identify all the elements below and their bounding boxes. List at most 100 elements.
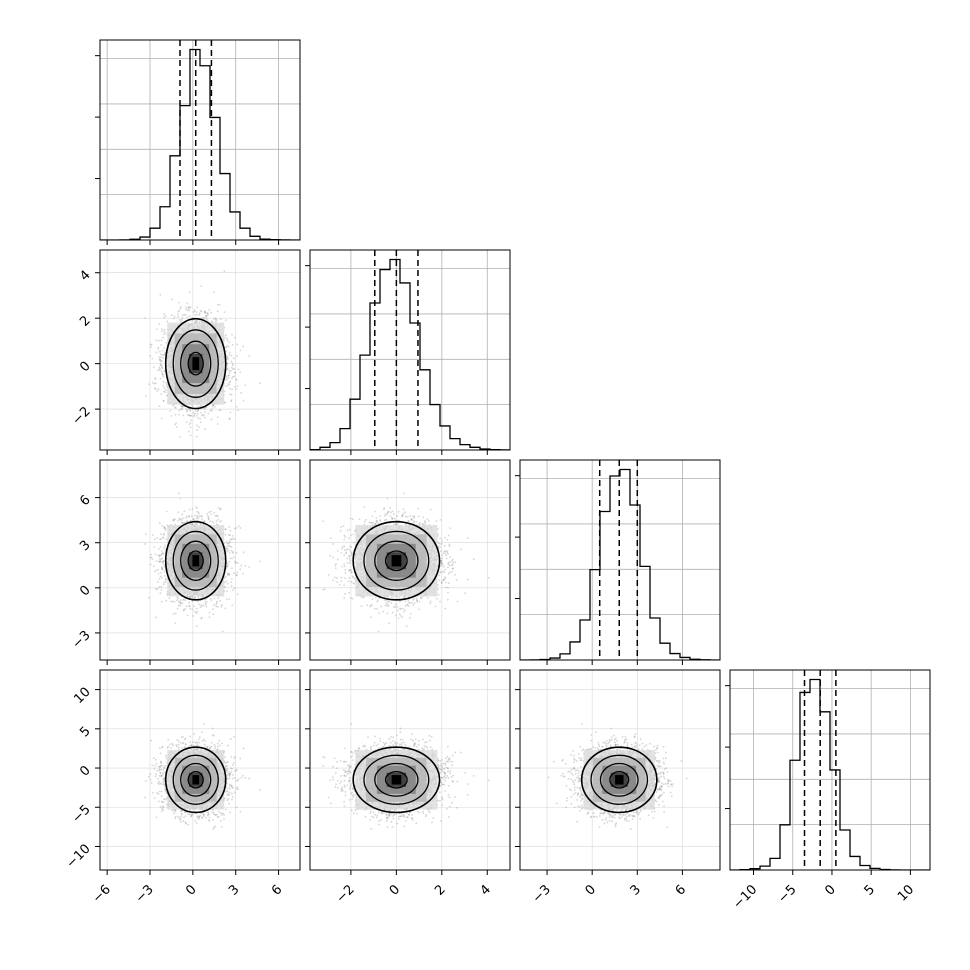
scatter-point xyxy=(164,580,167,583)
scatter-point xyxy=(203,414,206,417)
scatter-point xyxy=(194,412,197,415)
scatter-point xyxy=(231,388,234,391)
scatter-point xyxy=(158,356,161,359)
scatter-point xyxy=(229,393,231,396)
scatter-point xyxy=(231,535,234,537)
scatter-point xyxy=(177,313,180,316)
scatter-point xyxy=(228,417,231,420)
scatter-point xyxy=(230,399,233,402)
scatter-point xyxy=(195,313,198,316)
scatter-point xyxy=(185,306,187,309)
scatter-point xyxy=(188,601,190,604)
scatter-point xyxy=(204,411,207,413)
scatter-point xyxy=(201,321,204,323)
scatter-point xyxy=(224,334,227,337)
scatter-point xyxy=(226,364,228,367)
scatter-point xyxy=(230,360,233,363)
scatter-point xyxy=(161,557,164,560)
scatter-point xyxy=(232,364,234,367)
scatter-point xyxy=(157,554,160,556)
scatter-point xyxy=(229,387,232,390)
scatter-point xyxy=(201,317,203,319)
scatter-point xyxy=(187,414,189,416)
scatter-point xyxy=(158,585,161,588)
scatter-point xyxy=(206,512,209,515)
histogram-step xyxy=(100,48,300,240)
scatter-point xyxy=(202,413,204,416)
scatter-point xyxy=(201,414,203,417)
scatter-point xyxy=(165,384,168,386)
scatter-point xyxy=(216,303,219,306)
scatter-point xyxy=(208,309,211,311)
scatter-point xyxy=(192,411,195,414)
scatter-point xyxy=(200,285,203,288)
scatter-point xyxy=(200,421,202,424)
scatter-point xyxy=(185,408,188,411)
scatter-point xyxy=(237,368,240,371)
scatter-point xyxy=(228,371,231,374)
scatter-point xyxy=(188,291,191,294)
histogram-step xyxy=(310,258,510,450)
scatter-point xyxy=(178,409,180,412)
scatter-point xyxy=(179,435,182,438)
scatter-point xyxy=(151,381,154,384)
scatter-point xyxy=(219,508,222,511)
scatter-point xyxy=(209,597,212,600)
scatter-point xyxy=(160,365,163,368)
scatter-point xyxy=(239,371,242,374)
scatter-point xyxy=(157,388,160,391)
scatter-point xyxy=(189,434,192,437)
scatter-point xyxy=(195,517,198,520)
scatter-point xyxy=(197,417,200,420)
scatter-point xyxy=(212,613,215,616)
scatter-point xyxy=(228,526,231,528)
scatter-point xyxy=(210,409,213,412)
scatter-point xyxy=(188,306,191,309)
scatter-point xyxy=(160,360,163,362)
scatter-point xyxy=(204,601,207,604)
scatter-point xyxy=(226,357,229,359)
scatter-point xyxy=(191,319,193,322)
scatter-point xyxy=(173,600,176,603)
scatter-point xyxy=(157,339,160,342)
scatter-point xyxy=(196,410,199,412)
scatter-point xyxy=(185,515,188,518)
scatter-point xyxy=(172,519,175,522)
scatter-point xyxy=(161,373,164,375)
scatter-point xyxy=(226,362,229,365)
scatter-point xyxy=(230,577,233,580)
scatter-point xyxy=(231,604,234,607)
scatter-point xyxy=(234,336,236,339)
scatter-point xyxy=(160,393,163,396)
scatter-point xyxy=(207,516,210,519)
scatter-point xyxy=(221,630,224,633)
scatter-point xyxy=(188,309,191,312)
scatter-point xyxy=(163,386,166,389)
scatter-point xyxy=(183,609,185,612)
scatter-point xyxy=(226,598,228,600)
scatter-point xyxy=(163,313,166,315)
scatter-point xyxy=(165,538,168,541)
scatter-point xyxy=(197,405,199,408)
scatter-point xyxy=(219,507,222,510)
scatter-point xyxy=(233,357,235,360)
scatter-point xyxy=(179,602,181,604)
scatter-point xyxy=(239,568,242,571)
scatter-point xyxy=(228,369,231,372)
scatter-point xyxy=(160,360,162,363)
scatter-point xyxy=(213,597,216,600)
scatter-point xyxy=(163,333,165,336)
scatter-point xyxy=(206,319,209,321)
scatter-point xyxy=(228,354,231,356)
scatter-point xyxy=(184,521,186,524)
scatter-point xyxy=(235,355,238,358)
scatter-point xyxy=(183,510,186,513)
scatter-point xyxy=(231,333,233,336)
scatter-point xyxy=(182,414,185,417)
scatter-point xyxy=(195,506,198,508)
scatter-point xyxy=(195,435,198,438)
scatter-point xyxy=(180,320,182,323)
scatter-point xyxy=(178,319,181,321)
scatter-point xyxy=(163,331,166,333)
